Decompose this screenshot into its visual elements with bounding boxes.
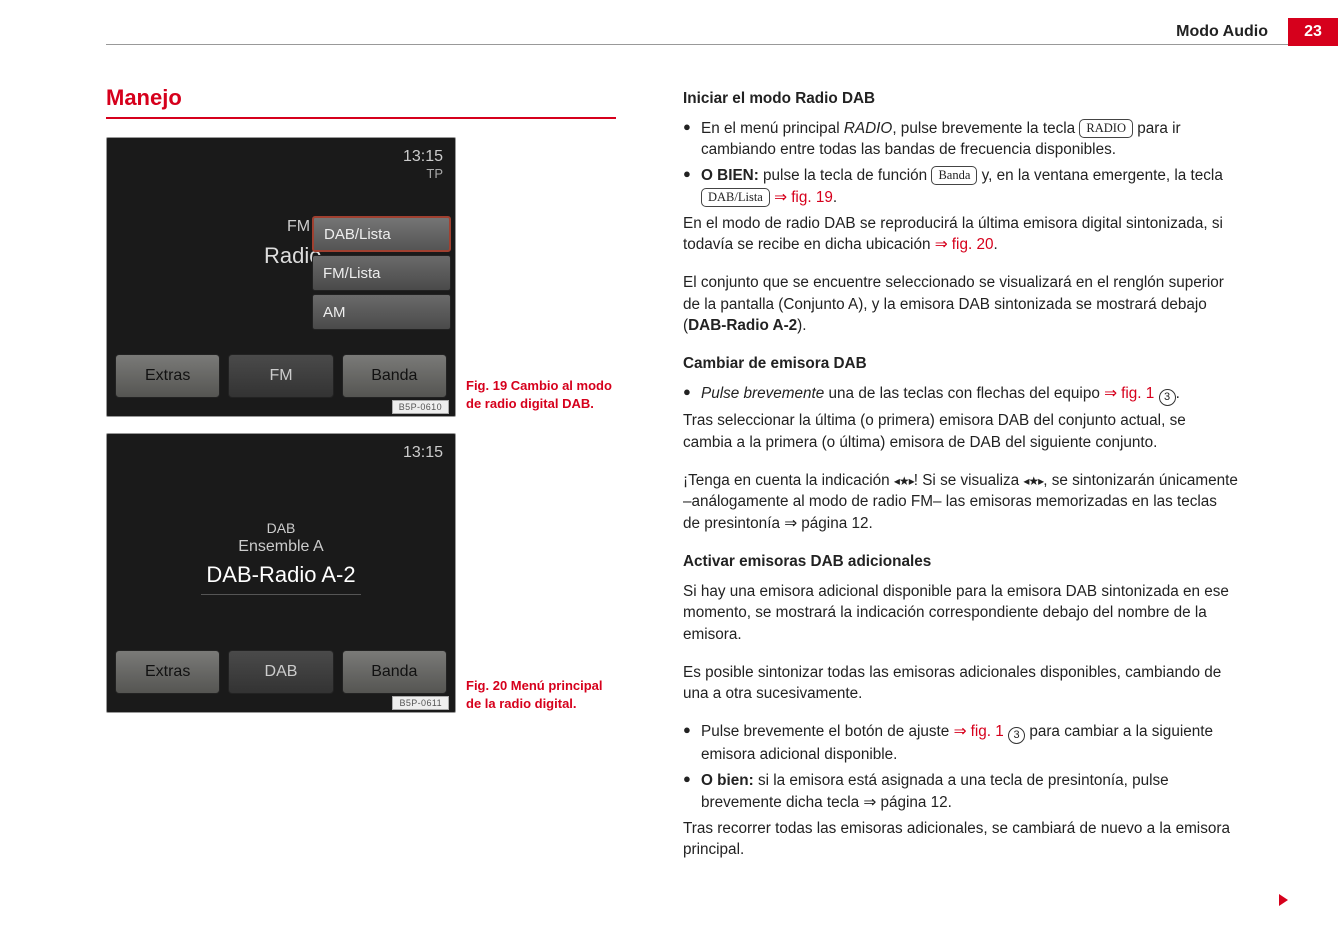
band-small-label: FM: [287, 218, 310, 236]
paragraph-4: ¡Tenga en cuenta la indicación ◂★▸! Si s…: [683, 470, 1238, 535]
figure-19: 13:15 TP FM Radio DAB/Lista FM/Lista AM …: [106, 137, 616, 417]
ensemble-label: Ensemble A: [107, 538, 455, 556]
bullet-5-text: O bien: si la emisora está asignada a un…: [701, 770, 1238, 813]
bullet-icon: ●: [683, 383, 701, 406]
paragraph-7: Tras recorrer todas las emisoras adicion…: [683, 818, 1238, 861]
extras-button[interactable]: Extras: [115, 650, 220, 694]
dab-button[interactable]: DAB: [228, 650, 333, 694]
ref-circle-3: 3: [1008, 727, 1025, 744]
bottom-bar: Extras DAB Banda: [107, 650, 455, 694]
continue-icon: [1279, 894, 1288, 906]
paragraph-1: En el modo de radio DAB se reproducirá l…: [683, 213, 1238, 256]
header-title: Modo Audio: [1176, 23, 1288, 41]
bullet-icon: ●: [683, 721, 701, 766]
bullet-1: ● En el menú principal RADIO, pulse brev…: [683, 118, 1238, 161]
bullet-icon: ●: [683, 118, 701, 161]
star-icon: ◂★▸: [894, 474, 914, 488]
paragraph-5: Si hay una emisora adicional disponible …: [683, 581, 1238, 646]
screenshot-fig20: 13:15 DAB Ensemble A DAB-Radio A-2 Extra…: [106, 433, 456, 713]
heading-activar: Activar emisoras DAB adicionales: [683, 551, 1238, 573]
bullet-icon: ●: [683, 165, 701, 208]
bullet-icon: ●: [683, 770, 701, 813]
right-column: Iniciar el modo Radio DAB ● En el menú p…: [683, 88, 1238, 877]
extras-button[interactable]: Extras: [115, 354, 220, 398]
clock-area: 13:15: [403, 444, 443, 462]
tp-label: TP: [403, 166, 443, 181]
popup-am[interactable]: AM: [312, 294, 451, 330]
band-popup: DAB/Lista FM/Lista AM: [312, 216, 451, 333]
figure-19-caption: Fig. 19 Cambio al modo de radio digital …: [466, 377, 616, 412]
banda-button[interactable]: Banda: [342, 650, 447, 694]
bullet-2-text: O BIEN: pulse la tecla de función Banda …: [701, 165, 1238, 208]
divider-line: [201, 594, 361, 595]
section-title: Manejo: [106, 85, 616, 119]
clock-area: 13:15 TP: [403, 148, 443, 181]
bullet-3: ● Pulse brevemente una de las teclas con…: [683, 383, 1238, 406]
page-header: Modo Audio 23: [1176, 18, 1338, 46]
figure-20: 13:15 DAB Ensemble A DAB-Radio A-2 Extra…: [106, 433, 616, 713]
paragraph-3: Tras seleccionar la última (o primera) e…: [683, 410, 1238, 453]
ref-circle-3: 3: [1159, 389, 1176, 406]
banda-button[interactable]: Banda: [342, 354, 447, 398]
bullet-4: ● Pulse brevemente el botón de ajuste ⇒ …: [683, 721, 1238, 766]
key-dab-lista: DAB/Lista: [701, 188, 770, 207]
time-label: 13:15: [403, 444, 443, 462]
heading-cambiar: Cambiar de emisora DAB: [683, 353, 1238, 375]
header-rule: [106, 44, 1288, 45]
left-column: Manejo 13:15 TP FM Radio DAB/Lista FM/Li…: [106, 85, 616, 729]
page-number: 23: [1288, 18, 1338, 46]
image-code: B5P-0610: [392, 400, 449, 414]
bullet-5: ● O bien: si la emisora está asignada a …: [683, 770, 1238, 813]
bullet-2: ● O BIEN: pulse la tecla de función Band…: [683, 165, 1238, 208]
key-radio: RADIO: [1079, 119, 1133, 138]
popup-fm-lista[interactable]: FM/Lista: [312, 255, 451, 291]
heading-iniciar: Iniciar el modo Radio DAB: [683, 88, 1238, 110]
figure-20-caption: Fig. 20 Menú principal de la radio digit…: [466, 677, 616, 712]
bullet-1-text: En el menú principal RADIO, pulse brevem…: [701, 118, 1238, 161]
paragraph-6: Es posible sintonizar todas las emisoras…: [683, 662, 1238, 705]
station-label: DAB-Radio A-2: [107, 562, 455, 588]
fm-button[interactable]: FM: [228, 354, 333, 398]
bullet-4-text: Pulse brevemente el botón de ajuste ⇒ fi…: [701, 721, 1238, 766]
star-icon: ◂★▸: [1023, 474, 1043, 488]
dab-small-label: DAB: [107, 520, 455, 536]
screenshot-fig19: 13:15 TP FM Radio DAB/Lista FM/Lista AM …: [106, 137, 456, 417]
key-banda: Banda: [931, 166, 977, 185]
bullet-3-text: Pulse brevemente una de las teclas con f…: [701, 383, 1180, 406]
time-label: 13:15: [403, 148, 443, 166]
popup-dab-lista[interactable]: DAB/Lista: [312, 216, 451, 252]
paragraph-2: El conjunto que se encuentre seleccionad…: [683, 272, 1238, 337]
bottom-bar: Extras FM Banda: [107, 354, 455, 398]
image-code: B5P-0611: [392, 696, 449, 710]
